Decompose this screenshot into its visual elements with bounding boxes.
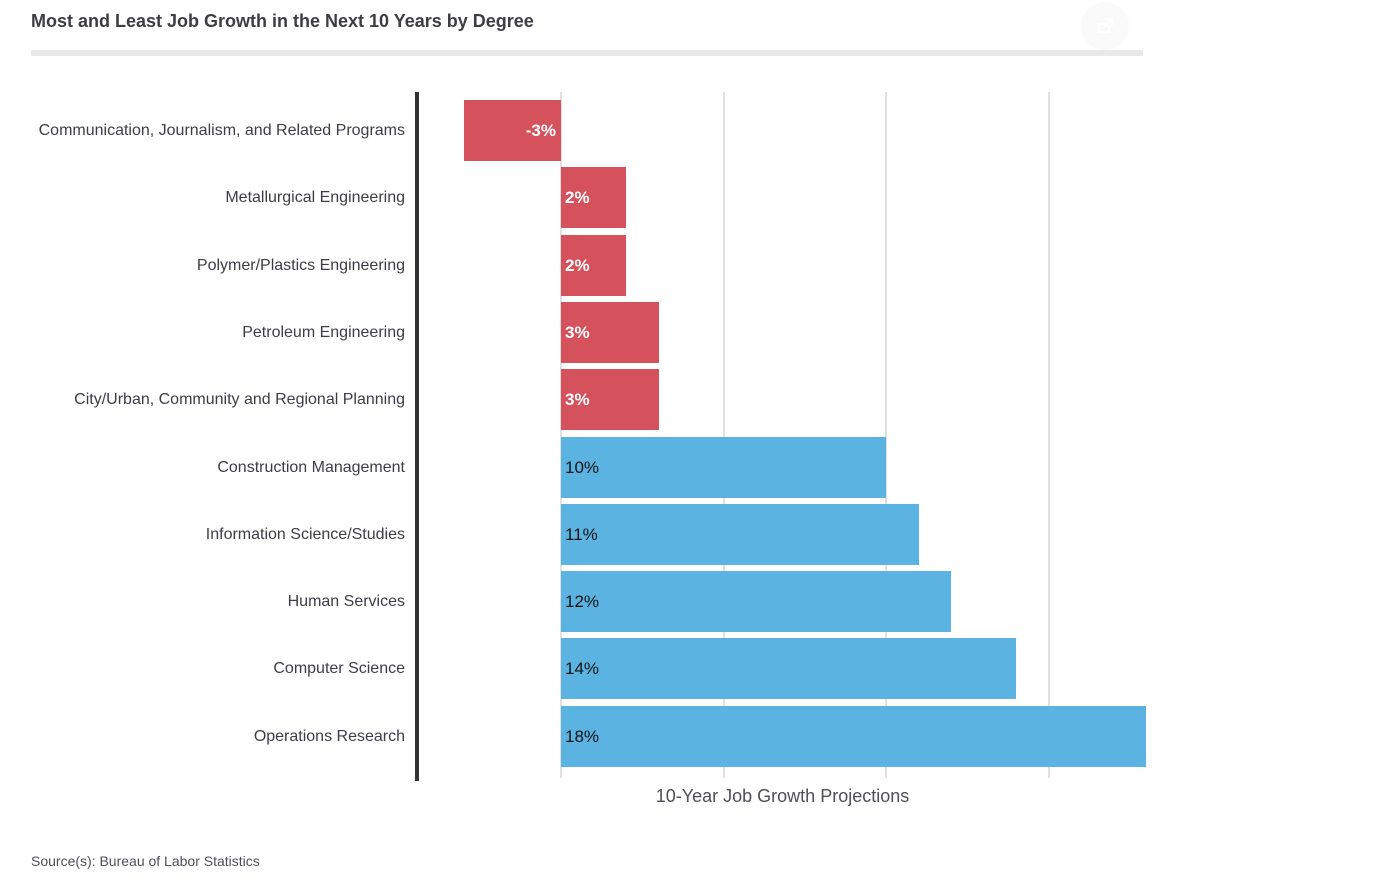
bar[interactable]: 11% (561, 504, 919, 565)
category-label: Metallurgical Engineering (225, 188, 405, 206)
share-icon (1097, 17, 1114, 34)
bar-value-label: 2% (565, 256, 590, 275)
bar-value-label: -3% (525, 121, 556, 140)
bar[interactable]: 2% (561, 167, 626, 228)
bar-value-label: 11% (565, 525, 598, 544)
x-axis-title: 10-Year Job Growth Projections (655, 786, 910, 806)
category-label: Communication, Journalism, and Related P… (38, 121, 405, 139)
share-button[interactable] (1081, 2, 1129, 50)
category-label: Information Science/Studies (205, 525, 405, 543)
bar-value-label: 10% (565, 458, 600, 477)
gridline-0pct (560, 92, 562, 778)
chart-title: Most and Least Job Growth in the Next 10… (31, 11, 534, 31)
gridline-5pct (722, 92, 725, 778)
bar-value-label: 18% (565, 727, 600, 746)
bar-value-label: 3% (565, 323, 590, 342)
bar[interactable]: -3% (463, 100, 561, 161)
category-label: Polymer/Plastics Engineering (196, 256, 405, 274)
bar-value-label: 12% (565, 592, 600, 611)
category-label: Computer Science (273, 659, 405, 677)
bar[interactable]: 2% (561, 235, 626, 296)
category-label: Construction Management (217, 458, 405, 476)
bar-value-label: 2% (565, 188, 590, 207)
category-label: City/Urban, Community and Regional Plann… (74, 390, 405, 408)
bar[interactable]: 18% (561, 706, 1146, 767)
category-axis-line (415, 92, 419, 781)
gridline-15pct (1047, 92, 1050, 778)
bar[interactable]: 3% (561, 369, 659, 430)
gridline-10pct (885, 92, 887, 778)
bar[interactable]: 10% (561, 437, 886, 498)
header-divider (31, 50, 1143, 56)
category-label: Petroleum Engineering (242, 323, 405, 341)
bar-value-label: 3% (565, 390, 590, 409)
bar[interactable]: 12% (561, 571, 951, 632)
bar[interactable]: 14% (561, 638, 1016, 699)
source-note: Source(s): Bureau of Labor Statistics (31, 853, 260, 869)
bar[interactable]: 3% (561, 302, 659, 363)
category-label: Operations Research (253, 727, 405, 745)
category-label: Human Services (287, 592, 405, 610)
bar-value-label: 14% (565, 659, 600, 678)
